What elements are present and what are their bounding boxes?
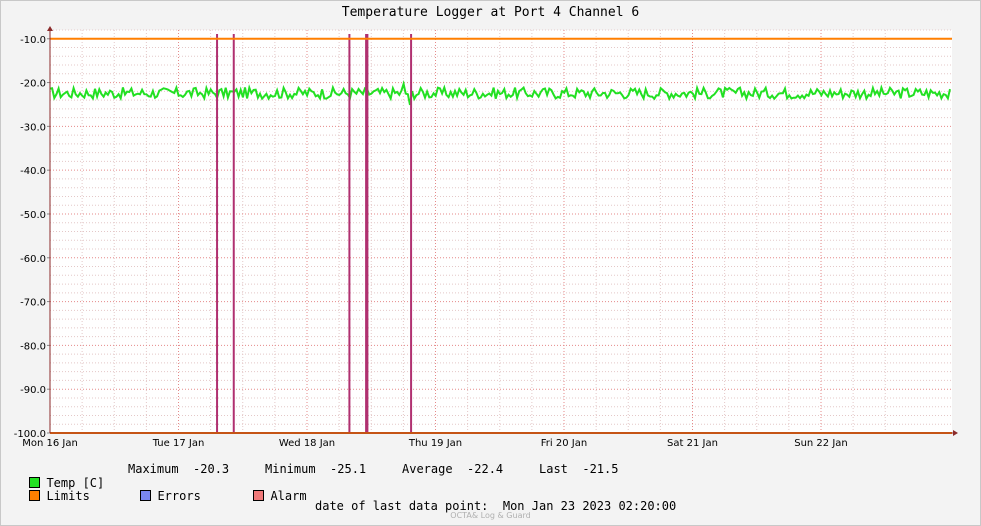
y-axis-arrow <box>47 26 53 31</box>
y-tick-label: -80.0 <box>20 341 46 352</box>
last-label: Last <box>539 462 568 476</box>
watermark: OCTA& Log & Guard <box>450 511 531 520</box>
limits-legend-swatch <box>29 490 41 501</box>
alarm-legend-label: Alarm <box>270 489 307 503</box>
y-tick-label: -100.0 <box>14 429 46 440</box>
x-tick-label: Thu 19 Jan <box>408 438 462 449</box>
y-tick-label: -60.0 <box>20 254 46 265</box>
x-tick-label: Tue 17 Jan <box>152 438 205 449</box>
last-data-point: date of last data point: Mon Jan 23 2023… <box>315 499 676 513</box>
maximum-stat: Maximum -20.3 <box>128 462 229 476</box>
chart-plot: -10.0 -20.0 -30.0 -40.0 -50.0 -60.0 -70.0 -80.0… <box>14 26 958 449</box>
minimum-label: Minimum <box>265 462 316 476</box>
temp-series-line <box>49 80 951 106</box>
last-data-point-value: Mon Jan 23 2023 02:20:00 <box>502 499 677 513</box>
average-stat: Average -22.4 <box>402 462 503 476</box>
last-stat: Last -21.5 <box>539 462 618 476</box>
maximum-value: -20.3 <box>193 462 230 476</box>
x-tick-label: Mon 16 Jan <box>22 438 78 449</box>
x-tick-label: Wed 18 Jan <box>279 438 335 449</box>
chart-title: Temperature Logger at Port 4 Channel 6 <box>341 5 640 20</box>
x-tick-label: Fri 20 Jan <box>541 438 587 449</box>
maximum-label: Maximum <box>128 462 179 476</box>
last-data-point-label: date of last data point: <box>315 499 489 513</box>
temp-legend-label: Temp [C] <box>46 476 105 490</box>
errors-legend: Errors <box>126 475 201 503</box>
average-label: Average <box>402 462 453 476</box>
errors-legend-swatch <box>140 490 152 501</box>
legend-row-1: Temp [C] <box>15 462 104 490</box>
x-axis-arrow <box>953 430 958 436</box>
y-tick-label: -90.0 <box>20 385 46 396</box>
errors-legend-label: Errors <box>157 489 201 503</box>
y-tick-label: -40.0 <box>20 166 46 177</box>
alarm-legend-swatch <box>253 490 265 501</box>
y-tick-label: -50.0 <box>20 210 46 221</box>
y-tick-label: -70.0 <box>20 298 46 309</box>
y-tick-label: -30.0 <box>20 122 46 133</box>
limits-legend-label: Limits <box>46 489 90 503</box>
alarm-legend: Alarm <box>239 475 307 503</box>
minimum-stat: Minimum -25.1 <box>265 462 366 476</box>
y-tick-label: -20.0 <box>20 79 46 90</box>
x-tick-label: Sat 21 Jan <box>667 438 718 449</box>
average-value: -22.4 <box>467 462 504 476</box>
temp-legend-swatch <box>29 477 41 488</box>
x-tick-label: Sun 22 Jan <box>794 438 848 449</box>
minimum-value: -25.1 <box>330 462 367 476</box>
legend-row-2: Limits <box>15 475 90 503</box>
y-tick-label: -10.0 <box>20 35 46 46</box>
last-value: -21.5 <box>582 462 619 476</box>
